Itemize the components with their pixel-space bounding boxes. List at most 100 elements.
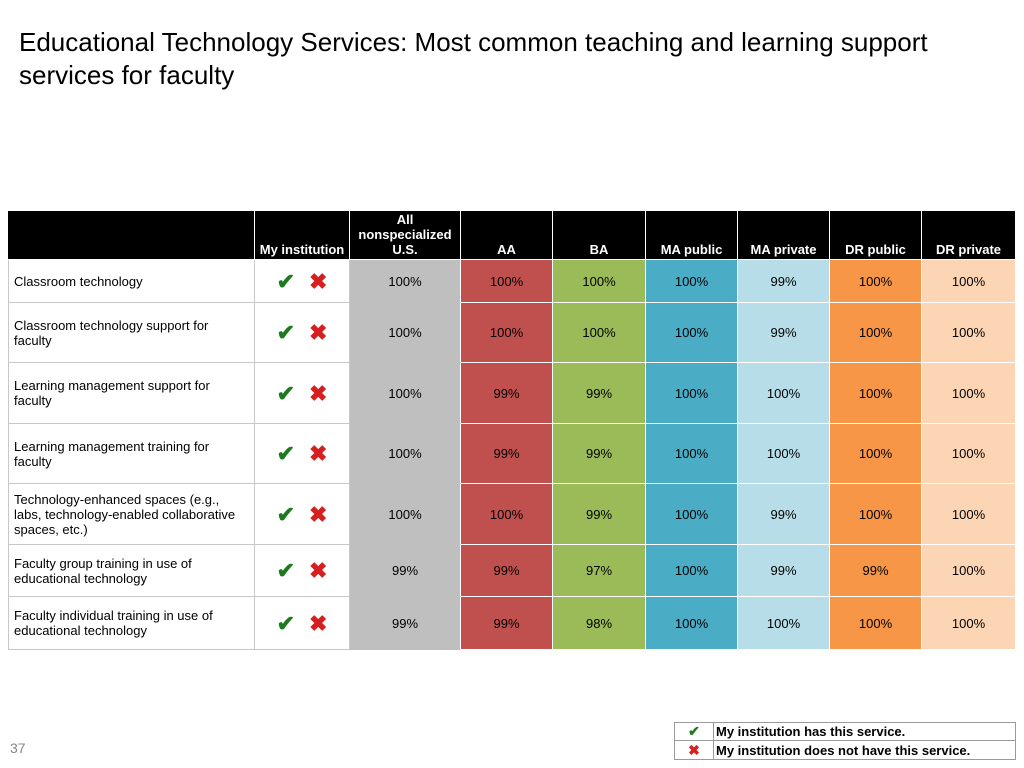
row-label: Technology-enhanced spaces (e.g., labs, … — [8, 484, 255, 545]
row-label: Classroom technology — [8, 260, 255, 303]
table-row: Faculty group training in use of educati… — [8, 545, 1016, 597]
cross-icon: ✖ — [675, 741, 714, 759]
row-label: Classroom technology support for faculty — [8, 303, 255, 363]
table-row: Technology-enhanced spaces (e.g., labs, … — [8, 484, 1016, 545]
column-header-all-nonspecialized-u-s: All nonspecialized U.S. — [350, 211, 461, 260]
check-icon: ✔ — [675, 723, 714, 740]
check-icon[interactable]: ✔ — [276, 501, 295, 527]
value-cell-dr-private: 100% — [922, 363, 1016, 424]
value-cell-ma-public: 100% — [646, 484, 738, 545]
value-cell-dr-private: 100% — [922, 303, 1016, 363]
value-cell-ma-private: 100% — [738, 363, 830, 424]
value-cell-dr-private: 100% — [922, 597, 1016, 650]
value-cell-ba: 99% — [553, 424, 646, 484]
value-cell-ma-private: 99% — [738, 303, 830, 363]
cross-icon[interactable]: ✖ — [309, 610, 328, 636]
slide-title: Educational Technology Services: Most co… — [19, 27, 928, 90]
column-header-ma-public: MA public — [646, 211, 738, 260]
value-cell-ma-private: 100% — [738, 424, 830, 484]
value-cell-dr-public: 100% — [830, 484, 922, 545]
value-cell-all-nonspecialized-u-s: 100% — [350, 260, 461, 303]
value-cell-ba: 99% — [553, 363, 646, 424]
value-cell-dr-public: 100% — [830, 597, 922, 650]
row-label: Faculty group training in use of educati… — [8, 545, 255, 597]
value-cell-all-nonspecialized-u-s: 100% — [350, 363, 461, 424]
cross-icon[interactable]: ✖ — [309, 320, 328, 345]
my-institution-cell: ✔ ✖ — [255, 303, 350, 363]
value-cell-dr-public: 99% — [830, 545, 922, 597]
value-cell-ma-public: 100% — [646, 303, 738, 363]
check-icon[interactable]: ✔ — [276, 380, 295, 406]
value-cell-dr-public: 100% — [830, 260, 922, 303]
value-cell-dr-public: 100% — [830, 363, 922, 424]
value-cell-dr-public: 100% — [830, 303, 922, 363]
value-cell-aa: 100% — [461, 484, 553, 545]
value-cell-ba: 97% — [553, 545, 646, 597]
value-cell-dr-public: 100% — [830, 424, 922, 484]
row-label: Faculty individual training in use of ed… — [8, 597, 255, 650]
value-cell-aa: 99% — [461, 597, 553, 650]
value-cell-all-nonspecialized-u-s: 100% — [350, 424, 461, 484]
check-icon[interactable]: ✔ — [276, 268, 295, 294]
value-cell-aa: 99% — [461, 363, 553, 424]
my-institution-cell: ✔ ✖ — [255, 424, 350, 484]
value-cell-aa: 99% — [461, 545, 553, 597]
table-row: Learning management support for faculty ✔… — [8, 363, 1016, 424]
check-icon[interactable]: ✔ — [276, 320, 295, 345]
value-cell-ma-private: 100% — [738, 597, 830, 650]
value-cell-aa: 100% — [461, 303, 553, 363]
my-institution-cell: ✔ ✖ — [255, 545, 350, 597]
my-institution-cell: ✔ ✖ — [255, 597, 350, 650]
cross-icon[interactable]: ✖ — [309, 558, 328, 583]
services-table: My institution All nonspecialized U.S. AA B… — [8, 211, 1016, 650]
value-cell-dr-private: 100% — [922, 424, 1016, 484]
row-label: Learning management training for faculty — [8, 424, 255, 484]
legend-has-label: My institution has this service. — [716, 724, 906, 739]
value-cell-ma-public: 100% — [646, 260, 738, 303]
table-header-row: My institution All nonspecialized U.S. AA B… — [8, 211, 1016, 260]
value-cell-ma-public: 100% — [646, 424, 738, 484]
value-cell-ma-private: 99% — [738, 260, 830, 303]
cross-icon[interactable]: ✖ — [309, 441, 328, 466]
table-row: Classroom technology ✔ ✖ 100% 100% 100% 100% 99… — [8, 260, 1016, 303]
check-icon[interactable]: ✔ — [276, 558, 295, 583]
value-cell-ba: 100% — [553, 260, 646, 303]
column-header-dr-public: DR public — [830, 211, 922, 260]
value-cell-dr-private: 100% — [922, 545, 1016, 597]
value-cell-dr-private: 100% — [922, 260, 1016, 303]
column-header-dr-private: DR private — [922, 211, 1016, 260]
my-institution-cell: ✔ ✖ — [255, 363, 350, 424]
value-cell-all-nonspecialized-u-s: 99% — [350, 597, 461, 650]
table-row: Faculty individual training in use of ed… — [8, 597, 1016, 650]
value-cell-all-nonspecialized-u-s: 99% — [350, 545, 461, 597]
value-cell-ba: 98% — [553, 597, 646, 650]
value-cell-dr-private: 100% — [922, 484, 1016, 545]
cross-icon[interactable]: ✖ — [309, 380, 328, 406]
value-cell-ba: 99% — [553, 484, 646, 545]
column-header-label — [8, 211, 255, 260]
legend: ✔ My institution has this service. ✖ My … — [674, 722, 1016, 760]
value-cell-ma-public: 100% — [646, 597, 738, 650]
table-row: Learning management training for faculty… — [8, 424, 1016, 484]
check-icon[interactable]: ✔ — [276, 441, 295, 466]
column-header-my-institution: My institution — [255, 211, 350, 260]
my-institution-cell: ✔ ✖ — [255, 260, 350, 303]
my-institution-cell: ✔ ✖ — [255, 484, 350, 545]
legend-row-has: ✔ My institution has this service. — [675, 723, 1015, 741]
value-cell-ba: 100% — [553, 303, 646, 363]
value-cell-all-nonspecialized-u-s: 100% — [350, 303, 461, 363]
check-icon[interactable]: ✔ — [276, 610, 295, 636]
row-label: Learning management support for faculty — [8, 363, 255, 424]
value-cell-aa: 100% — [461, 260, 553, 303]
value-cell-ma-public: 100% — [646, 363, 738, 424]
legend-not-label: My institution does not have this servic… — [716, 742, 971, 758]
column-header-ma-private: MA private — [738, 211, 830, 260]
value-cell-all-nonspecialized-u-s: 100% — [350, 484, 461, 545]
cross-icon[interactable]: ✖ — [309, 268, 328, 294]
page-number: 37 — [10, 740, 26, 756]
value-cell-aa: 99% — [461, 424, 553, 484]
value-cell-ma-private: 99% — [738, 545, 830, 597]
column-header-ba: BA — [553, 211, 646, 260]
cross-icon[interactable]: ✖ — [309, 501, 328, 527]
value-cell-ma-public: 100% — [646, 545, 738, 597]
